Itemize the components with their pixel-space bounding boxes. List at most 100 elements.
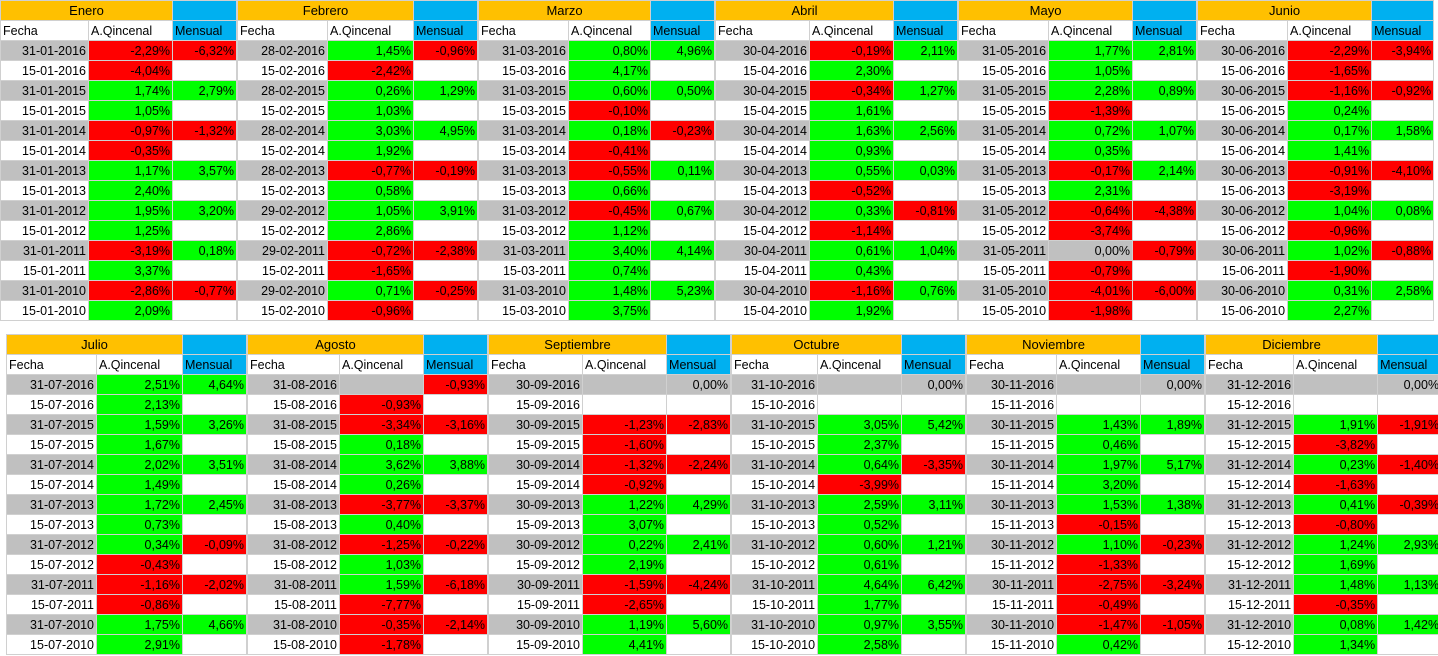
mensual-cell[interactable]: 1,42%: [1377, 614, 1438, 635]
date-cell[interactable]: 30-06-2013: [1197, 160, 1289, 181]
mensual-cell[interactable]: [901, 434, 967, 455]
mensual-cell[interactable]: 1,21%: [901, 534, 967, 555]
mensual-cell[interactable]: [413, 220, 479, 241]
mensual-cell[interactable]: [893, 60, 959, 81]
quincenal-cell[interactable]: -1,90%: [1287, 260, 1373, 281]
mensual-cell[interactable]: [182, 594, 247, 615]
quincenal-cell[interactable]: -0,91%: [1287, 160, 1373, 181]
quincenal-cell[interactable]: 1,43%: [1056, 414, 1142, 435]
date-cell[interactable]: 15-04-2011: [715, 260, 811, 281]
date-cell[interactable]: 15-12-2010: [1205, 634, 1295, 655]
mensual-cell[interactable]: -3,35%: [901, 454, 967, 475]
date-cell[interactable]: 31-10-2015: [731, 414, 819, 435]
date-cell[interactable]: 15-07-2014: [6, 474, 97, 495]
quincenal-cell[interactable]: 2,58%: [817, 634, 903, 655]
date-cell[interactable]: 31-03-2010: [478, 280, 570, 301]
mensual-cell[interactable]: [1377, 554, 1438, 575]
date-cell[interactable]: 31-12-2012: [1205, 534, 1295, 555]
mensual-cell[interactable]: 1,07%: [1132, 120, 1198, 141]
date-cell[interactable]: 31-08-2012: [247, 534, 340, 555]
quincenal-cell[interactable]: 0,61%: [809, 240, 895, 261]
date-cell[interactable]: 30-04-2012: [715, 200, 811, 221]
date-cell[interactable]: 15-09-2013: [488, 514, 584, 535]
date-cell[interactable]: 15-02-2012: [237, 220, 329, 241]
quincenal-cell[interactable]: 1,48%: [568, 280, 652, 301]
quincenal-cell[interactable]: 3,75%: [568, 300, 652, 321]
quincenal-cell[interactable]: 1,59%: [96, 414, 183, 435]
date-cell[interactable]: 31-12-2016: [1205, 374, 1295, 395]
mensual-cell[interactable]: [1377, 634, 1438, 655]
date-cell[interactable]: 30-11-2010: [966, 614, 1058, 635]
date-cell[interactable]: 15-02-2011: [237, 260, 329, 281]
quincenal-cell[interactable]: 1,03%: [338, 554, 425, 575]
date-cell[interactable]: 31-01-2012: [0, 200, 89, 221]
quincenal-cell[interactable]: -2,29%: [87, 40, 174, 61]
quincenal-cell[interactable]: 0,35%: [1048, 140, 1134, 161]
date-cell[interactable]: 15-06-2015: [1197, 100, 1289, 121]
mensual-cell[interactable]: -3,16%: [423, 414, 489, 435]
mensual-cell[interactable]: [666, 594, 732, 615]
date-cell[interactable]: 15-07-2013: [6, 514, 97, 535]
mensual-cell[interactable]: [1132, 60, 1198, 81]
date-cell[interactable]: 30-04-2014: [715, 120, 811, 141]
date-cell[interactable]: 15-01-2016: [0, 60, 89, 81]
quincenal-cell[interactable]: -1,65%: [1287, 60, 1373, 81]
date-cell[interactable]: 15-03-2013: [478, 180, 570, 201]
mensual-cell[interactable]: 0,08%: [1371, 200, 1435, 221]
quincenal-cell[interactable]: -0,80%: [1293, 514, 1379, 535]
date-cell[interactable]: 31-05-2015: [958, 80, 1050, 101]
date-cell[interactable]: 15-05-2011: [958, 260, 1050, 281]
quincenal-cell[interactable]: 1,49%: [96, 474, 183, 495]
quincenal-cell[interactable]: 1,41%: [1287, 140, 1373, 161]
mensual-cell[interactable]: 2,79%: [172, 80, 238, 101]
quincenal-cell[interactable]: 1,92%: [809, 300, 895, 321]
date-cell[interactable]: 15-12-2012: [1205, 554, 1295, 575]
mensual-cell[interactable]: 6,42%: [901, 574, 967, 595]
mensual-cell[interactable]: [893, 220, 959, 241]
mensual-cell[interactable]: [1140, 394, 1206, 415]
mensual-cell[interactable]: [172, 100, 238, 121]
quincenal-cell[interactable]: -1,60%: [582, 434, 668, 455]
date-cell[interactable]: 15-10-2014: [731, 474, 819, 495]
date-cell[interactable]: 15-11-2010: [966, 634, 1058, 655]
quincenal-cell[interactable]: 0,41%: [1293, 494, 1379, 515]
date-cell[interactable]: 15-02-2010: [237, 300, 329, 321]
mensual-cell[interactable]: 3,91%: [413, 200, 479, 221]
mensual-cell[interactable]: -1,05%: [1140, 614, 1206, 635]
date-cell[interactable]: 31-01-2010: [0, 280, 89, 301]
mensual-cell[interactable]: [1140, 634, 1206, 655]
quincenal-cell[interactable]: -0,19%: [809, 40, 895, 61]
quincenal-cell[interactable]: 0,60%: [568, 80, 652, 101]
date-cell[interactable]: 31-12-2013: [1205, 494, 1295, 515]
date-cell[interactable]: 31-01-2013: [0, 160, 89, 181]
mensual-cell[interactable]: [172, 60, 238, 81]
mensual-cell[interactable]: [893, 140, 959, 161]
quincenal-cell[interactable]: -0,93%: [338, 394, 425, 415]
mensual-cell[interactable]: [666, 474, 732, 495]
mensual-cell[interactable]: [182, 634, 247, 655]
date-cell[interactable]: 15-07-2015: [6, 434, 97, 455]
date-cell[interactable]: 31-08-2015: [247, 414, 340, 435]
quincenal-cell[interactable]: [582, 394, 668, 415]
quincenal-cell[interactable]: -0,77%: [327, 160, 415, 181]
date-cell[interactable]: 15-03-2015: [478, 100, 570, 121]
quincenal-cell[interactable]: 1,75%: [96, 614, 183, 635]
date-cell[interactable]: 15-04-2010: [715, 300, 811, 321]
date-cell[interactable]: 31-01-2011: [0, 240, 89, 261]
date-cell[interactable]: 31-07-2015: [6, 414, 97, 435]
date-cell[interactable]: 15-03-2014: [478, 140, 570, 161]
quincenal-cell[interactable]: 3,62%: [338, 454, 425, 475]
mensual-cell[interactable]: -0,23%: [650, 120, 716, 141]
date-cell[interactable]: 30-06-2010: [1197, 280, 1289, 301]
date-cell[interactable]: 15-10-2013: [731, 514, 819, 535]
mensual-cell[interactable]: [172, 220, 238, 241]
quincenal-cell[interactable]: -0,49%: [1056, 594, 1142, 615]
quincenal-cell[interactable]: 0,52%: [817, 514, 903, 535]
quincenal-cell[interactable]: 1,63%: [809, 120, 895, 141]
quincenal-cell[interactable]: -2,75%: [1056, 574, 1142, 595]
quincenal-cell[interactable]: 1,22%: [582, 494, 668, 515]
quincenal-cell[interactable]: -2,42%: [327, 60, 415, 81]
date-cell[interactable]: 30-04-2015: [715, 80, 811, 101]
date-cell[interactable]: 31-12-2011: [1205, 574, 1295, 595]
mensual-cell[interactable]: 3,26%: [182, 414, 247, 435]
